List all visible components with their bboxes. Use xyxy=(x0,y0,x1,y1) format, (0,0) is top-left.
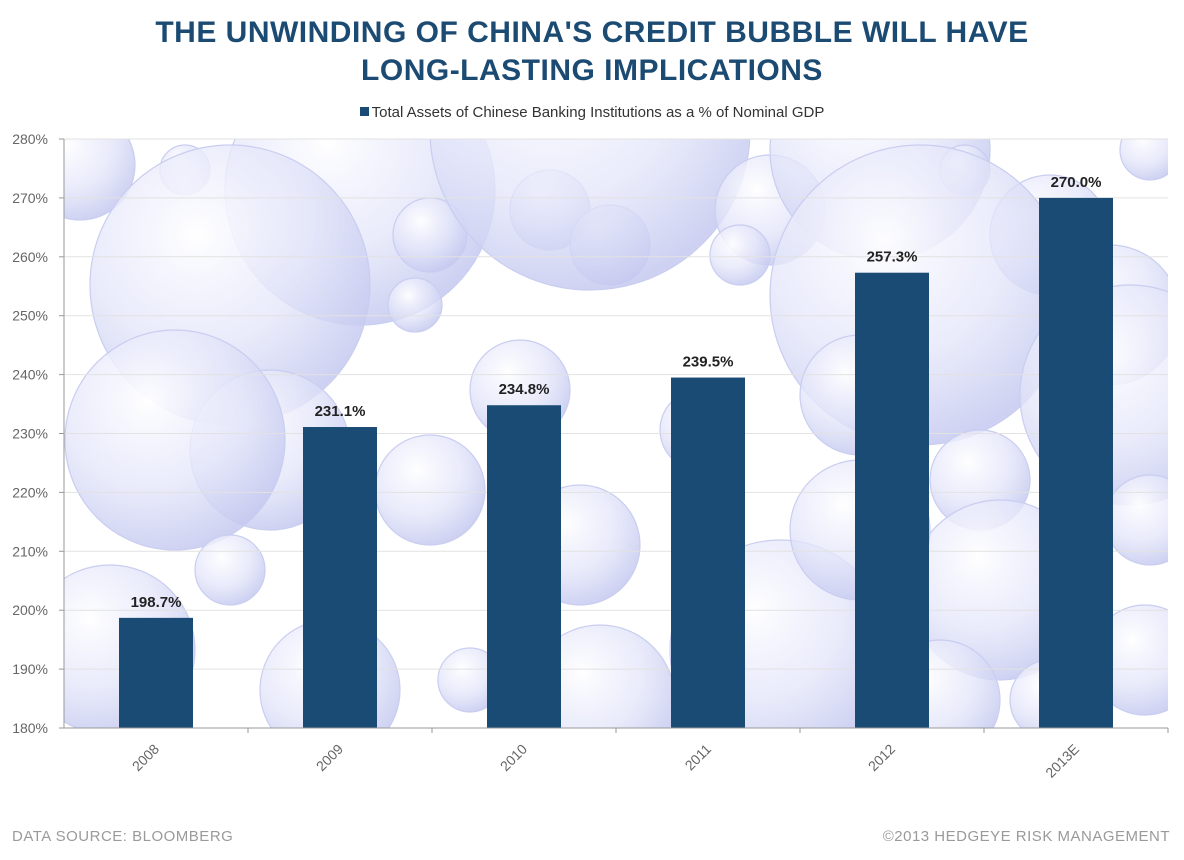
data-source: DATA SOURCE: BLOOMBERG xyxy=(12,828,234,845)
y-tick-label: 280% xyxy=(12,131,48,147)
legend-label: Total Assets of Chinese Banking Institut… xyxy=(371,104,825,121)
y-tick-label: 200% xyxy=(12,602,48,618)
axes xyxy=(59,138,1169,733)
y-tick-label: 250% xyxy=(12,308,48,324)
bar-2013E xyxy=(1039,197,1113,728)
y-axis-ticks: 180% 190% 200% 210% 220% 230% 240% 250% 260% 270%… xyxy=(12,131,48,736)
y-tick-label: 190% xyxy=(12,661,48,677)
data-label-2008: 198.7% xyxy=(131,594,182,611)
bar-2011 xyxy=(671,377,745,728)
x-tick-label-2010: 2010 xyxy=(497,741,530,774)
data-label-2009: 231.1% xyxy=(315,403,366,420)
y-tick-label: 230% xyxy=(12,426,48,442)
copyright: ©2013 HEDGEYE RISK MANAGEMENT xyxy=(882,828,1170,845)
bubble-decoration xyxy=(64,139,136,221)
data-label-2013E: 270.0% xyxy=(1051,174,1102,191)
bar-2008 xyxy=(119,617,193,728)
bar-2009 xyxy=(303,427,377,728)
bubble-decoration xyxy=(64,329,286,551)
data-label-2010: 234.8% xyxy=(499,381,550,398)
x-tick-label-2013E: 2013E xyxy=(1042,741,1082,781)
y-tick-label: 180% xyxy=(12,720,48,736)
data-label-2011: 239.5% xyxy=(683,354,734,371)
chart-title-line-2: LONG-LASTING IMPLICATIONS xyxy=(361,54,823,87)
data-labels: 198.7% 231.1% 234.8% 239.5% 257.3% 270.0% xyxy=(131,174,1102,611)
chart-legend: Total Assets of Chinese Banking Institut… xyxy=(0,104,1184,121)
legend-swatch xyxy=(359,107,369,116)
x-axis-ticks: 2008 2009 2010 2011 2012 2013E xyxy=(129,741,1082,781)
x-tick-label-2011: 2011 xyxy=(682,741,715,774)
y-tick-label: 260% xyxy=(12,249,48,265)
x-tick-label-2008: 2008 xyxy=(129,741,162,774)
bubble-decoration xyxy=(374,434,486,546)
chart-title: THE UNWINDING OF CHINA'S CREDIT BUBBLE W… xyxy=(0,14,1184,90)
y-tick-label: 270% xyxy=(12,190,48,206)
y-tick-label: 240% xyxy=(12,367,48,383)
bubble-background xyxy=(64,139,1168,728)
bubble-decoration xyxy=(429,139,751,291)
bar-2010 xyxy=(487,405,561,728)
y-tick-label: 220% xyxy=(12,484,48,500)
bubble-decoration xyxy=(387,277,443,333)
bubble-decoration xyxy=(1119,139,1168,181)
chart-title-line-1: THE UNWINDING OF CHINA'S CREDIT BUBBLE W… xyxy=(155,16,1029,49)
gridlines xyxy=(64,138,1168,670)
bar-2012 xyxy=(855,272,929,728)
bubble-decoration xyxy=(194,534,266,606)
bars xyxy=(119,197,1113,728)
x-tick-label-2012: 2012 xyxy=(865,741,898,774)
y-tick-label: 210% xyxy=(12,543,48,559)
data-label-2012: 257.3% xyxy=(867,249,918,266)
bubble-decoration xyxy=(709,224,771,286)
x-tick-label-2009: 2009 xyxy=(313,741,346,774)
